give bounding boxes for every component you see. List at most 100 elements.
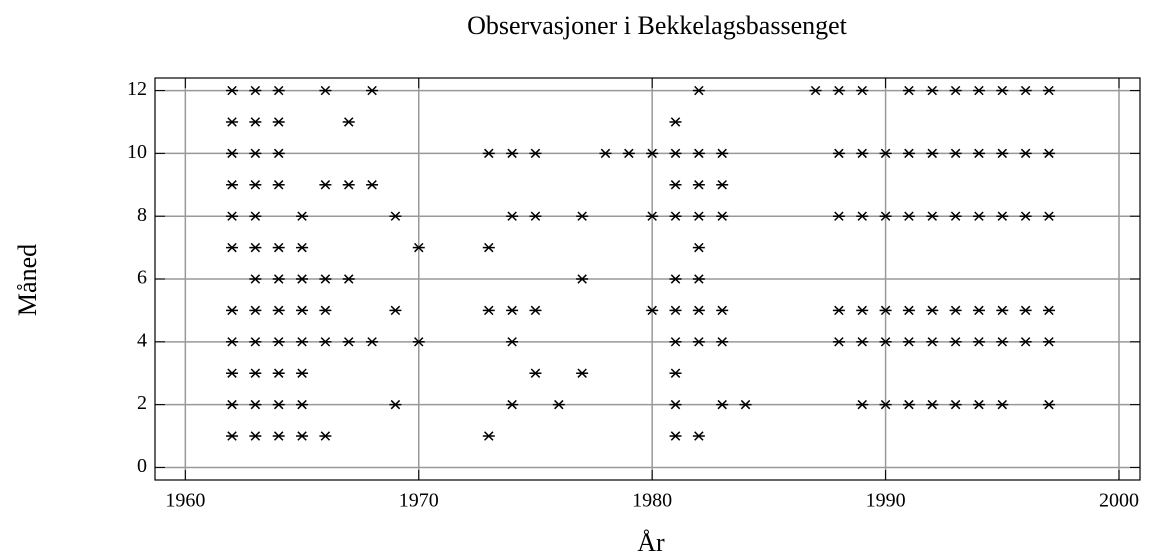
point: [996, 399, 1009, 410]
x-tick-label: 1990: [866, 490, 906, 512]
point: [226, 305, 239, 316]
point: [669, 274, 682, 284]
point: [272, 431, 285, 441]
point: [996, 148, 1009, 159]
point: [1042, 211, 1055, 221]
point: [716, 305, 729, 316]
point: [249, 117, 262, 127]
point: [319, 305, 332, 316]
point: [716, 180, 729, 190]
point: [529, 305, 542, 316]
point: [319, 274, 332, 284]
point: [552, 399, 565, 410]
point: [996, 305, 1009, 316]
point: [296, 368, 309, 378]
y-tick-label: 10: [127, 141, 147, 163]
point: [902, 337, 915, 347]
point: [389, 211, 402, 221]
point: [226, 242, 239, 253]
point: [926, 148, 939, 159]
point: [366, 337, 379, 347]
point: [692, 242, 705, 253]
y-axis-label: Måned: [13, 244, 42, 316]
point: [669, 148, 682, 159]
point: [342, 274, 355, 284]
point: [692, 180, 705, 190]
point: [226, 211, 239, 221]
point: [319, 337, 332, 347]
point: [1042, 148, 1055, 159]
point: [506, 337, 519, 347]
point: [646, 305, 659, 316]
x-tick-label: 1980: [632, 490, 672, 512]
point: [296, 211, 309, 221]
point: [482, 242, 495, 253]
point: [272, 117, 285, 127]
x-tick-label: 1970: [399, 490, 439, 512]
point: [692, 431, 705, 441]
point: [319, 180, 332, 190]
point: [972, 148, 985, 159]
point: [342, 337, 355, 347]
point: [506, 148, 519, 159]
point: [669, 399, 682, 410]
point: [856, 399, 869, 410]
point: [856, 211, 869, 221]
point: [1042, 305, 1055, 316]
point: [1019, 85, 1032, 96]
x-tick-label: 1960: [165, 490, 205, 512]
point: [249, 211, 262, 221]
point: [669, 305, 682, 316]
point: [949, 337, 962, 347]
point: [506, 211, 519, 221]
point: [716, 211, 729, 221]
point: [669, 337, 682, 347]
y-tick-label: 8: [137, 204, 147, 226]
point: [716, 399, 729, 410]
point: [272, 180, 285, 190]
point: [646, 148, 659, 159]
point: [272, 148, 285, 159]
point: [272, 399, 285, 410]
point: [926, 211, 939, 221]
point: [1042, 337, 1055, 347]
point: [692, 305, 705, 316]
point: [669, 180, 682, 190]
y-tick-label: 6: [137, 267, 147, 289]
point: [809, 85, 822, 96]
point: [412, 242, 425, 253]
point: [972, 85, 985, 96]
point: [319, 85, 332, 96]
point: [226, 117, 239, 127]
point: [389, 399, 402, 410]
point: [342, 180, 355, 190]
point: [226, 431, 239, 441]
point: [949, 85, 962, 96]
point: [412, 337, 425, 347]
point: [296, 337, 309, 347]
point: [226, 399, 239, 410]
point: [692, 274, 705, 284]
point: [646, 211, 659, 221]
point: [296, 305, 309, 316]
point: [296, 431, 309, 441]
point: [949, 399, 962, 410]
point: [622, 148, 635, 159]
point: [249, 180, 262, 190]
point: [226, 148, 239, 159]
point: [949, 305, 962, 316]
point: [669, 368, 682, 378]
point: [972, 337, 985, 347]
point: [949, 211, 962, 221]
point: [669, 211, 682, 221]
point: [529, 148, 542, 159]
point: [249, 337, 262, 347]
point: [226, 180, 239, 190]
point: [1019, 148, 1032, 159]
point: [506, 305, 519, 316]
point: [879, 148, 892, 159]
point: [996, 211, 1009, 221]
point: [342, 117, 355, 127]
point: [482, 305, 495, 316]
point: [972, 305, 985, 316]
